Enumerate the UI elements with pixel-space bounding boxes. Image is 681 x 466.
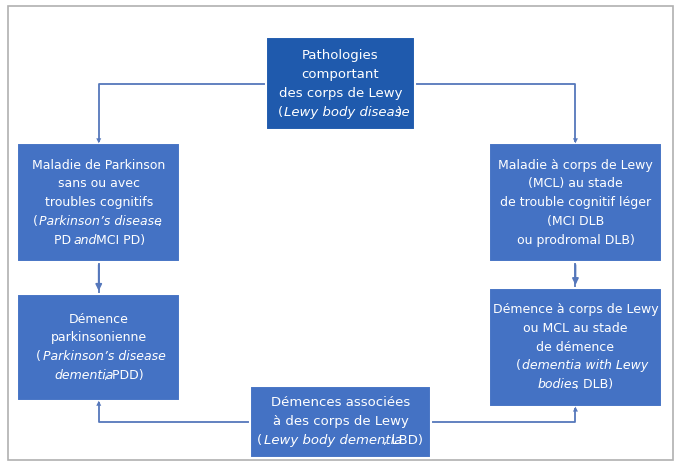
Text: Maladie de Parkinson: Maladie de Parkinson [32,159,165,171]
FancyBboxPatch shape [17,144,180,262]
Text: de trouble cognitif léger: de trouble cognitif léger [500,196,651,209]
FancyBboxPatch shape [17,294,180,401]
Text: , DLB): , DLB) [575,378,613,391]
FancyBboxPatch shape [488,288,662,406]
Text: ): ) [396,105,402,118]
Text: (: ( [257,434,262,447]
Text: ou MCL au stade: ou MCL au stade [523,322,628,335]
Text: bodies: bodies [537,378,578,391]
FancyBboxPatch shape [250,386,430,458]
FancyBboxPatch shape [488,144,662,262]
Text: ou prodromal DLB): ou prodromal DLB) [516,234,635,247]
Text: Parkinson’s disease: Parkinson’s disease [39,215,162,228]
Text: de démence: de démence [537,341,614,354]
Text: sans ou avec: sans ou avec [58,178,140,191]
Text: (MCI DLB: (MCI DLB [547,215,604,228]
Text: PD: PD [54,234,75,247]
Text: des corps de Lewy: des corps de Lewy [279,87,402,100]
Text: Lewy body disease: Lewy body disease [285,105,410,118]
Text: dementia with Lewy: dementia with Lewy [522,359,649,372]
Text: troubles cognitifs: troubles cognitifs [45,196,153,209]
Text: (: ( [36,350,41,363]
FancyBboxPatch shape [266,37,415,130]
Text: comportant: comportant [302,68,379,81]
Text: MCI PD): MCI PD) [92,234,145,247]
Text: Démence: Démence [69,313,129,326]
Text: , LBD): , LBD) [383,434,423,447]
Text: Pathologies: Pathologies [302,49,379,62]
Text: , PDD): , PDD) [104,369,144,382]
Text: Lewy body dementia: Lewy body dementia [264,434,402,447]
Text: ,: , [158,215,162,228]
Text: (: ( [516,359,521,372]
Text: (MCL) au stade: (MCL) au stade [528,178,623,191]
Text: (: ( [33,215,37,228]
Text: à des corps de Lewy: à des corps de Lewy [272,415,409,428]
Text: Démences associées: Démences associées [271,397,410,410]
Text: Démence à corps de Lewy: Démence à corps de Lewy [492,303,659,316]
Text: (: ( [278,105,283,118]
Text: parkinsonienne: parkinsonienne [50,331,147,344]
Text: and: and [73,234,97,247]
FancyBboxPatch shape [8,6,673,460]
Text: Maladie à corps de Lewy: Maladie à corps de Lewy [498,159,653,171]
Text: dementia: dementia [54,369,114,382]
Text: Parkinson’s disease: Parkinson’s disease [43,350,165,363]
